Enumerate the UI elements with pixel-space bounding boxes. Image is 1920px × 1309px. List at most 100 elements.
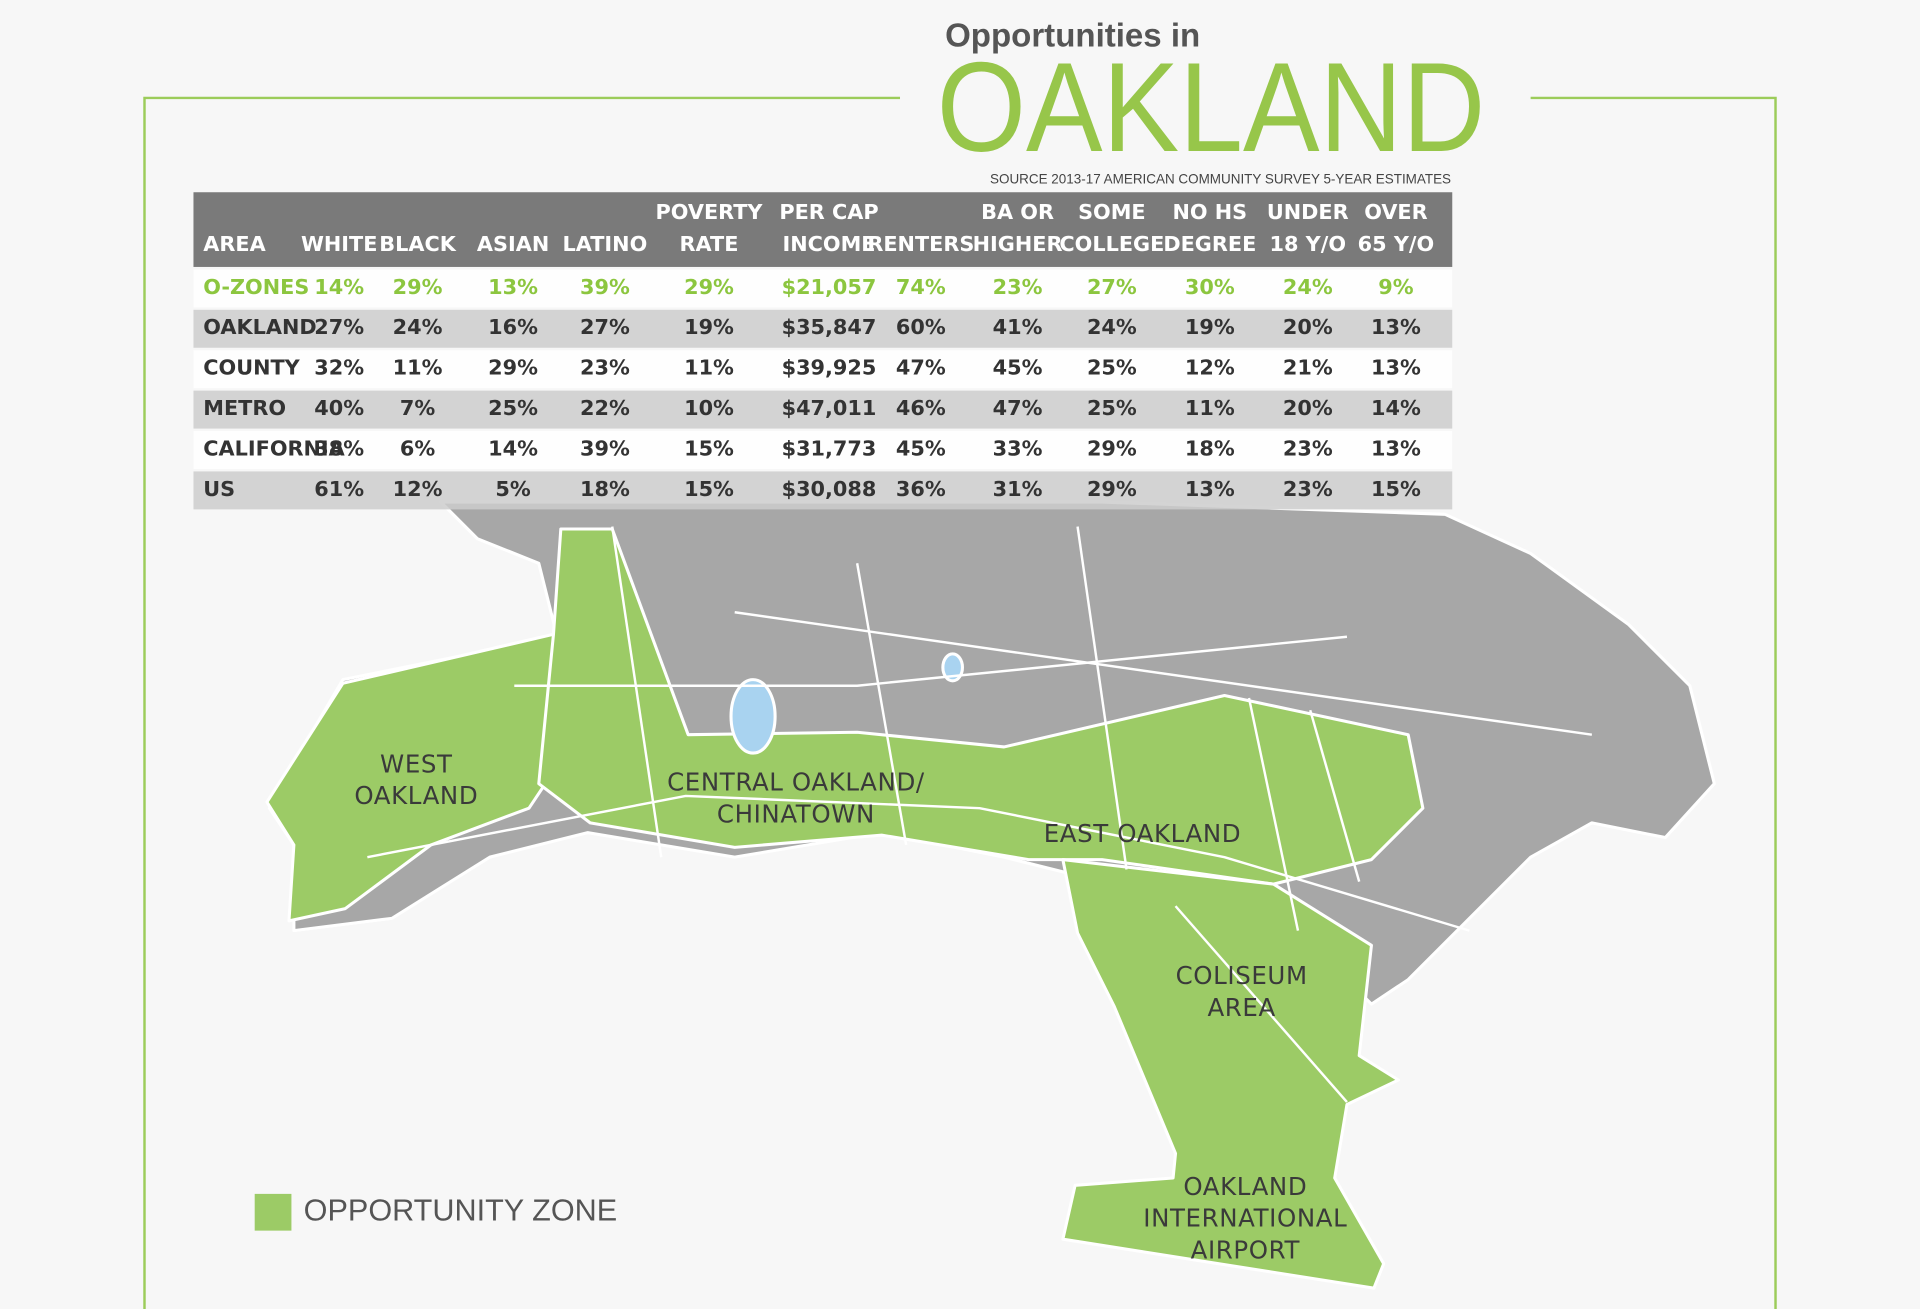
table-header-bg xyxy=(193,192,1453,267)
cell: 16% xyxy=(488,315,538,339)
cell: 13% xyxy=(488,275,538,299)
cell: 11% xyxy=(393,356,443,380)
cell: O-ZONES xyxy=(203,275,309,299)
cell: 39% xyxy=(580,275,630,299)
cell: 13% xyxy=(1185,477,1235,501)
column-header: WHITE xyxy=(301,232,377,256)
cell: 20% xyxy=(1283,315,1333,339)
cell: 38% xyxy=(314,436,364,460)
cell: 6% xyxy=(400,436,435,460)
cell: 19% xyxy=(684,315,734,339)
cell: 24% xyxy=(1283,275,1333,299)
lake-merritt xyxy=(729,678,777,755)
cell: 41% xyxy=(993,315,1043,339)
column-header: ASIAN xyxy=(477,232,549,256)
cell: 22% xyxy=(580,396,630,420)
row-bg xyxy=(193,471,1453,510)
cell: 24% xyxy=(393,315,443,339)
map-label: EAST OAKLAND xyxy=(1044,819,1242,848)
cell: 18% xyxy=(580,477,630,501)
map-label: CHINATOWN xyxy=(717,800,875,829)
column-header: OVER xyxy=(1364,200,1427,224)
map-labels: WEST OAKLAND CENTRAL OAKLAND/CHINATOWN EAST… xyxy=(354,749,1346,1264)
source: SOURCE 2013-17 AMERICAN COMMUNITY SURVEY… xyxy=(990,172,1451,187)
map-label: CENTRAL OAKLAND/ xyxy=(667,768,925,797)
cell: 11% xyxy=(684,356,734,380)
kicker: Opportunities in xyxy=(945,18,1200,55)
cell: 18% xyxy=(1185,436,1235,460)
cell: 31% xyxy=(993,477,1043,501)
cell: 36% xyxy=(896,477,946,501)
cell: 29% xyxy=(1087,436,1137,460)
cell: $31,773 xyxy=(782,436,877,460)
cell: 11% xyxy=(1185,396,1235,420)
frame xyxy=(143,96,1777,1309)
cell: 33% xyxy=(993,436,1043,460)
column-header: RENTERS xyxy=(867,232,974,256)
map-label: WEST xyxy=(380,749,453,778)
cell: 25% xyxy=(1087,356,1137,380)
column-header: BA OR xyxy=(981,200,1054,224)
zone-central xyxy=(537,527,1425,886)
column-header: 65 Y/O xyxy=(1358,232,1435,256)
cell: 25% xyxy=(1087,396,1137,420)
lake xyxy=(941,652,964,683)
map-label: OAKLAND xyxy=(1183,1172,1307,1201)
cell: $21,057 xyxy=(782,275,877,299)
cell: 19% xyxy=(1185,315,1235,339)
cell: 15% xyxy=(684,436,734,460)
cell: $30,088 xyxy=(782,477,877,501)
cell: $35,847 xyxy=(782,315,877,339)
cell: 15% xyxy=(1371,477,1421,501)
map-label: AIRPORT xyxy=(1191,1235,1301,1264)
cell: METRO xyxy=(203,396,286,420)
zone-coliseum xyxy=(1061,858,1400,1290)
cell: 14% xyxy=(1371,396,1421,420)
column-header: RATE xyxy=(680,232,739,256)
cell: 10% xyxy=(684,396,734,420)
legend-label: OPPORTUNITY ZONE xyxy=(304,1193,618,1227)
column-header: BLACK xyxy=(379,232,456,256)
column-header: 18 Y/O xyxy=(1270,232,1347,256)
cell: 29% xyxy=(1087,477,1137,501)
cell: 23% xyxy=(1283,436,1333,460)
column-header: SOME xyxy=(1078,200,1146,224)
cell: 5% xyxy=(495,477,530,501)
cell: 29% xyxy=(393,275,443,299)
title: OAKLAND xyxy=(937,36,1486,178)
map-label: OAKLAND xyxy=(354,781,478,810)
row-bg xyxy=(193,431,1453,469)
cell: 13% xyxy=(1371,356,1421,380)
cell: 12% xyxy=(1185,356,1235,380)
cell: 27% xyxy=(1087,275,1137,299)
cell: 29% xyxy=(488,356,538,380)
map-label: COLISEUM xyxy=(1176,961,1308,990)
cell: 20% xyxy=(1283,396,1333,420)
cell: 23% xyxy=(1283,477,1333,501)
cell: 32% xyxy=(314,356,364,380)
cell: 74% xyxy=(896,275,946,299)
column-header: LATINO xyxy=(563,232,648,256)
cell: 29% xyxy=(684,275,734,299)
cell: 46% xyxy=(896,396,946,420)
row-bg xyxy=(193,390,1453,429)
row-bg xyxy=(193,269,1453,308)
column-header: INCOME xyxy=(782,232,875,256)
map xyxy=(265,500,1716,1290)
cell: $39,925 xyxy=(782,356,877,380)
cell: CALIFORNIA xyxy=(203,436,345,460)
cell: 45% xyxy=(896,436,946,460)
cell: 7% xyxy=(400,396,435,420)
cell: 27% xyxy=(314,315,364,339)
row-bg xyxy=(193,350,1453,389)
row-bg xyxy=(193,309,1453,348)
column-header: UNDER xyxy=(1267,200,1349,224)
streets xyxy=(367,526,1593,1103)
map-label: AREA xyxy=(1207,993,1275,1022)
cell: 9% xyxy=(1378,275,1413,299)
column-header: PER CAP xyxy=(779,200,878,224)
canvas: Opportunities in OAKLAND SOURCE 2013-17 … xyxy=(143,18,1777,1309)
cell: 15% xyxy=(684,477,734,501)
cell: 61% xyxy=(314,477,364,501)
cell: 23% xyxy=(993,275,1043,299)
